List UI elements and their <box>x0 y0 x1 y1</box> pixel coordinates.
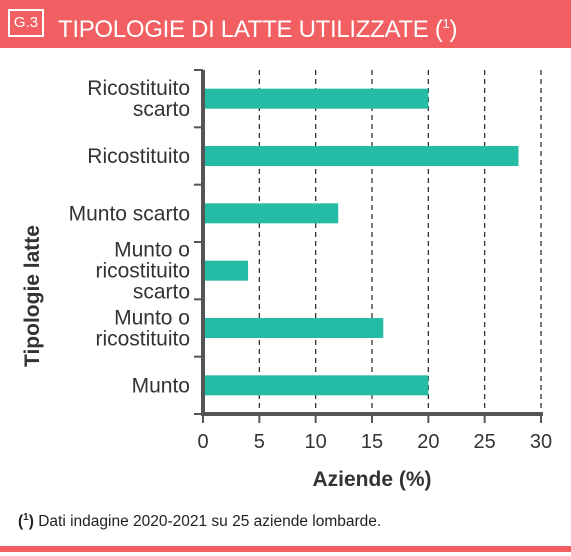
category-label-3: Munto o ricostituito scarto <box>95 239 190 304</box>
bottom-rule <box>0 546 571 552</box>
bar-1 <box>203 146 519 166</box>
x-tick-label-20: 20 <box>417 431 439 453</box>
bar-3 <box>203 260 249 281</box>
x-tick-label-10: 10 <box>305 431 327 453</box>
chart-title-text: TIPOLOGIE DI LATTE UTILIZZATE ( <box>58 16 443 43</box>
figure-number-badge: G.3 <box>8 9 44 37</box>
chart-title-close: ) <box>449 16 458 43</box>
x-tick-label-30: 30 <box>530 431 552 453</box>
bar-5 <box>203 375 429 396</box>
x-tick-label-5: 5 <box>254 431 265 453</box>
x-tick-label-15: 15 <box>361 431 383 453</box>
x-axis-title: Aziende (%) <box>312 468 431 491</box>
category-label-0: Ricostituito scarto <box>87 77 190 121</box>
y-axis-title: Tipologie latte <box>21 225 44 367</box>
category-label-5: Munto <box>132 374 190 397</box>
category-label-2: Munto scarto <box>69 202 190 225</box>
chart-title-note-mark: 1 <box>442 16 450 31</box>
bar-chart: 0 5 10 15 20 25 30 Ricostituito scartoRicostitu… <box>21 69 552 491</box>
category-label-4: Munto o ricostituito <box>95 307 190 351</box>
x-tick-label-0: 0 <box>197 431 208 453</box>
footnote: (1) Dati indagine 2020-2021 su 25 aziend… <box>18 508 381 532</box>
bars <box>203 88 519 396</box>
chart-title: TIPOLOGIE DI LATTE UTILIZZATE (1) <box>58 8 457 46</box>
axes: 0 5 10 15 20 25 30 <box>194 69 552 453</box>
footnote-text: Dati indagine 2020-2021 su 25 aziende lo… <box>33 513 382 530</box>
chart-header: G.3 TIPOLOGIE DI LATTE UTILIZZATE (1) <box>0 0 571 48</box>
bar-2 <box>203 203 339 224</box>
category-labels: Ricostituito scarto Ricostituito Munto scar… <box>69 77 190 397</box>
bar-4 <box>203 318 384 338</box>
footnote-mark: (1) <box>18 512 34 530</box>
category-label-1: Ricostituito <box>87 145 190 168</box>
bar-0 <box>203 88 429 109</box>
gridlines <box>258 70 542 414</box>
x-tick-label-25: 25 <box>474 431 496 453</box>
